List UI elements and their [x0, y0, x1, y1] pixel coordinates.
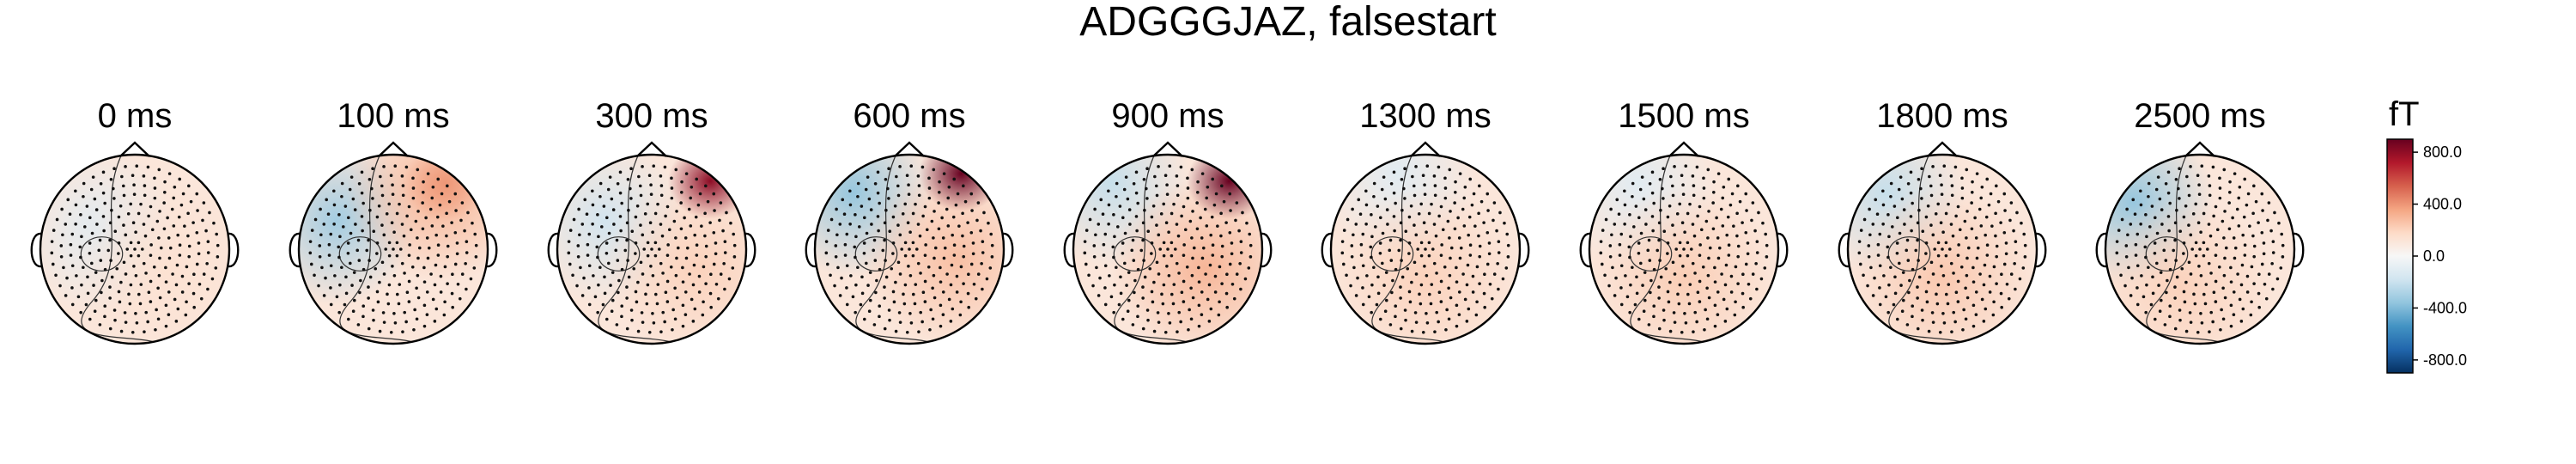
left-ear [1063, 232, 1075, 268]
head-outline [1846, 153, 2038, 345]
colorbar-tick-label: 0.0 [2423, 247, 2445, 265]
left-ear [1321, 232, 1333, 268]
nose-marker [636, 141, 667, 157]
right-ear [1777, 232, 1789, 268]
colorbar-tick-label: 400.0 [2423, 196, 2462, 213]
right-ear [2035, 232, 2047, 268]
topomap-4: 900 ms [1063, 97, 1273, 345]
right-ear [1261, 232, 1273, 268]
left-ear [1579, 232, 1591, 268]
left-ear [289, 232, 301, 268]
topomap-1: 100 ms [289, 97, 498, 345]
colorbar-tick-label: 800.0 [2423, 143, 2462, 161]
topomap-0: 0 ms [30, 97, 240, 345]
time-label: 1500 ms [1618, 97, 1749, 135]
nose-marker [119, 141, 150, 157]
left-ear [2095, 232, 2107, 268]
right-ear [1518, 232, 1530, 268]
time-label: 600 ms [853, 97, 965, 135]
right-ear [228, 232, 240, 268]
time-label: 1300 ms [1359, 97, 1491, 135]
colorbar-tick-label: -400.0 [2423, 299, 2467, 316]
head-outline [813, 153, 1005, 345]
head-outline [1588, 153, 1780, 345]
topomap-6: 1500 ms [1579, 97, 1789, 345]
head-outline [297, 153, 489, 345]
time-label: 300 ms [595, 97, 708, 135]
time-label: 2500 ms [2134, 97, 2265, 135]
figure-title: ADGGGJAZ, falsestart [1079, 0, 1497, 45]
right-ear [1002, 232, 1014, 268]
head-outline [556, 153, 748, 345]
time-label: 900 ms [1111, 97, 1224, 135]
colorbar-unit: fT [2389, 95, 2420, 133]
topomap-5: 1300 ms [1321, 97, 1530, 345]
colorbar-gradient [2386, 138, 2414, 374]
topomap-8: 2500 ms [2095, 97, 2305, 345]
head-outline [1072, 153, 1264, 345]
left-ear [30, 232, 42, 268]
topomap-2: 300 ms [547, 97, 756, 345]
nose-marker [1668, 141, 1699, 157]
topomap-3: 600 ms [805, 97, 1014, 345]
topomap-7: 1800 ms [1838, 97, 2047, 345]
nose-marker [1927, 141, 1958, 157]
right-ear [486, 232, 498, 268]
head-outline [2104, 153, 2296, 345]
right-ear [744, 232, 756, 268]
nose-marker [2184, 141, 2215, 157]
right-ear [2293, 232, 2305, 268]
time-label: 100 ms [337, 97, 449, 135]
colorbar-tick-label: -800.0 [2423, 351, 2467, 369]
left-ear [1838, 232, 1850, 268]
nose-marker [1410, 141, 1441, 157]
time-label: 0 ms [98, 97, 173, 135]
nose-marker [378, 141, 409, 157]
nose-marker [894, 141, 925, 157]
head-outline [39, 153, 231, 345]
time-label: 1800 ms [1876, 97, 2008, 135]
left-ear [547, 232, 559, 268]
head-outline [1329, 153, 1522, 345]
left-ear [805, 232, 817, 268]
nose-marker [1152, 141, 1183, 157]
